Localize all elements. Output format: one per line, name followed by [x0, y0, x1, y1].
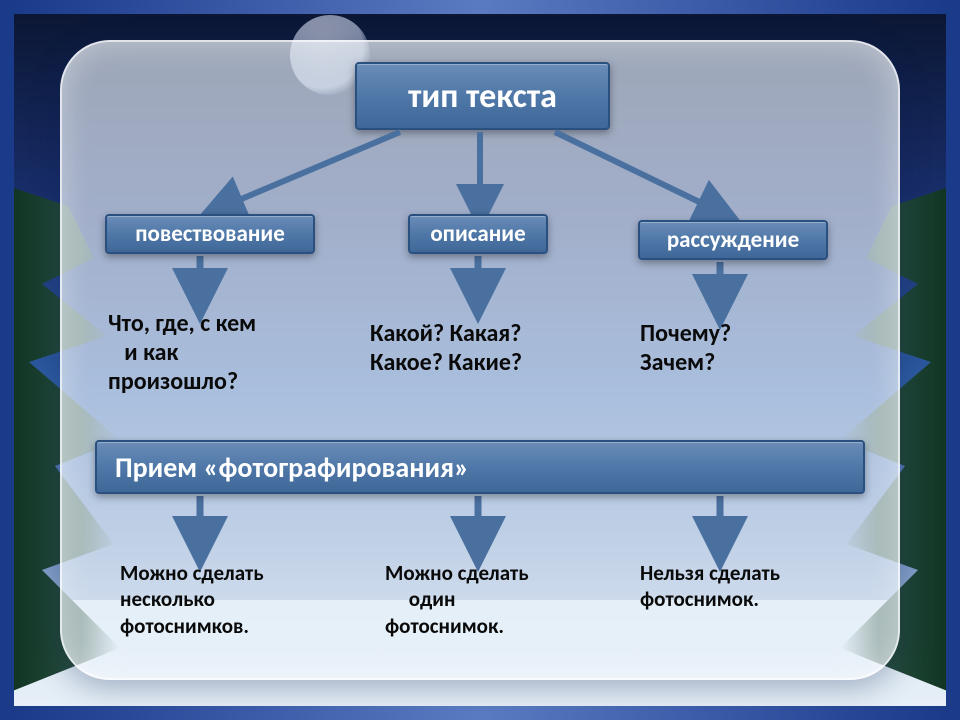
branch-box-0: повествование [105, 214, 315, 254]
branch-result-0: Можно сделать несколько фотоснимков. [120, 560, 330, 639]
branch-question-2: Почему? Зачем? [640, 320, 800, 378]
branch-question-1: Какой? Какая? Какое? Какие? [370, 320, 580, 378]
photo-bar-label: Прием «фотографирования» [115, 450, 469, 485]
branch-question-0: Что, где, с кем и как произошло? [108, 310, 333, 396]
root-box: тип текста [355, 62, 610, 130]
branch-result-2: Нельзя сделать фотоснимок. [640, 560, 850, 613]
branch-box-2: рассуждение [638, 220, 828, 260]
branch-box-1: описание [408, 214, 548, 254]
photo-bar: Прием «фотографирования» [95, 440, 865, 494]
root-label: тип текста [408, 76, 557, 117]
diagram-content: тип текста повествование Что, где, с кем … [0, 0, 960, 720]
branch-result-1: Можно сделать один фотоснимок. [385, 560, 595, 639]
